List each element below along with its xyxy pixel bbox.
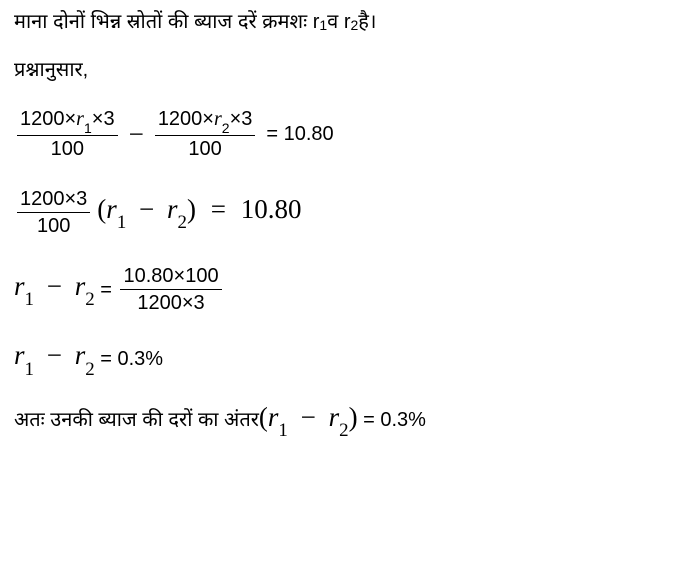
- subscript: 2: [351, 18, 359, 32]
- subscript: 2: [85, 289, 94, 310]
- var-r: r: [14, 271, 25, 301]
- subscript: 2: [339, 420, 348, 441]
- subscript: 1: [84, 120, 92, 136]
- var-r: r: [106, 194, 117, 224]
- minus-op: −: [301, 402, 316, 432]
- subscript: 2: [85, 359, 94, 380]
- fraction: 10.80×100 1200×3: [120, 265, 221, 314]
- minus-op: −: [47, 340, 62, 370]
- subscript: 1: [25, 289, 34, 310]
- subscript: 1: [25, 359, 34, 380]
- lhs: r1 − r2: [14, 273, 95, 306]
- fraction: 1200×3 100: [17, 188, 90, 237]
- minus-op: −: [129, 121, 144, 148]
- var-r: r: [76, 108, 84, 130]
- rhs: = 0.3%: [95, 349, 163, 369]
- var-r: r: [75, 271, 86, 301]
- fraction: 1200×r1×3 100: [17, 108, 118, 160]
- denominator: 100: [48, 136, 87, 160]
- equals: =: [211, 194, 226, 224]
- text: माना दोनों भिन्न स्रोतों की ब्याज दरें क…: [14, 12, 319, 32]
- var-r: r: [75, 340, 86, 370]
- text: ×3: [92, 108, 115, 130]
- var-r: r: [14, 340, 25, 370]
- line-6: r1 − r2 = 0.3%: [14, 342, 677, 375]
- numerator: 10.80×100: [120, 265, 221, 290]
- group: (r1 − r2) = 10.80: [97, 196, 301, 229]
- right-paren: ): [349, 402, 358, 432]
- rhs: = 10.80: [266, 124, 333, 144]
- subscript: 1: [117, 212, 126, 233]
- numerator: 1200×r2×3: [155, 108, 256, 136]
- right-paren: ): [187, 194, 196, 224]
- text: अतः उनकी ब्याज की दरों का अंतर: [14, 410, 259, 430]
- text: 1200×: [20, 108, 76, 130]
- text: है।: [358, 12, 376, 32]
- line-5: r1 − r2 = 10.80×100 1200×3: [14, 265, 677, 314]
- line-2: प्रश्नानुसार,: [14, 60, 677, 80]
- left-paren: (: [97, 194, 106, 224]
- fraction: 1200×r2×3 100: [155, 108, 256, 160]
- equals: =: [95, 280, 118, 300]
- group: (r1 − r2): [259, 404, 358, 437]
- subscript: 2: [178, 212, 187, 233]
- line-1: माना दोनों भिन्न स्रोतों की ब्याज दरें क…: [14, 12, 677, 32]
- var-r: r: [167, 194, 178, 224]
- left-paren: (: [259, 402, 268, 432]
- rhs: = 0.3%: [358, 410, 426, 430]
- text: प्रश्नानुसार,: [14, 60, 88, 80]
- subscript: 2: [222, 120, 230, 136]
- text: 1200×: [158, 108, 214, 130]
- minus-op: −: [139, 194, 154, 224]
- denominator: 100: [34, 213, 73, 237]
- var-r: r: [268, 402, 279, 432]
- var-r: r: [329, 402, 340, 432]
- var-r: r: [214, 108, 222, 130]
- line-7: अतः उनकी ब्याज की दरों का अंतर (r1 − r2)…: [14, 404, 677, 437]
- subscript: 1: [319, 18, 327, 32]
- numerator: 1200×3: [17, 188, 90, 213]
- subscript: 1: [278, 420, 287, 441]
- line-4: 1200×3 100 (r1 − r2) = 10.80: [14, 188, 677, 237]
- numerator: 1200×r1×3: [17, 108, 118, 136]
- text: व r: [327, 12, 350, 32]
- rhs: 10.80: [241, 194, 302, 224]
- denominator: 1200×3: [134, 290, 207, 314]
- minus-op: −: [47, 271, 62, 301]
- line-3: 1200×r1×3 100 − 1200×r2×3 100 = 10.80: [14, 108, 677, 160]
- text: ×3: [230, 108, 253, 130]
- lhs: r1 − r2: [14, 342, 95, 375]
- denominator: 100: [185, 136, 224, 160]
